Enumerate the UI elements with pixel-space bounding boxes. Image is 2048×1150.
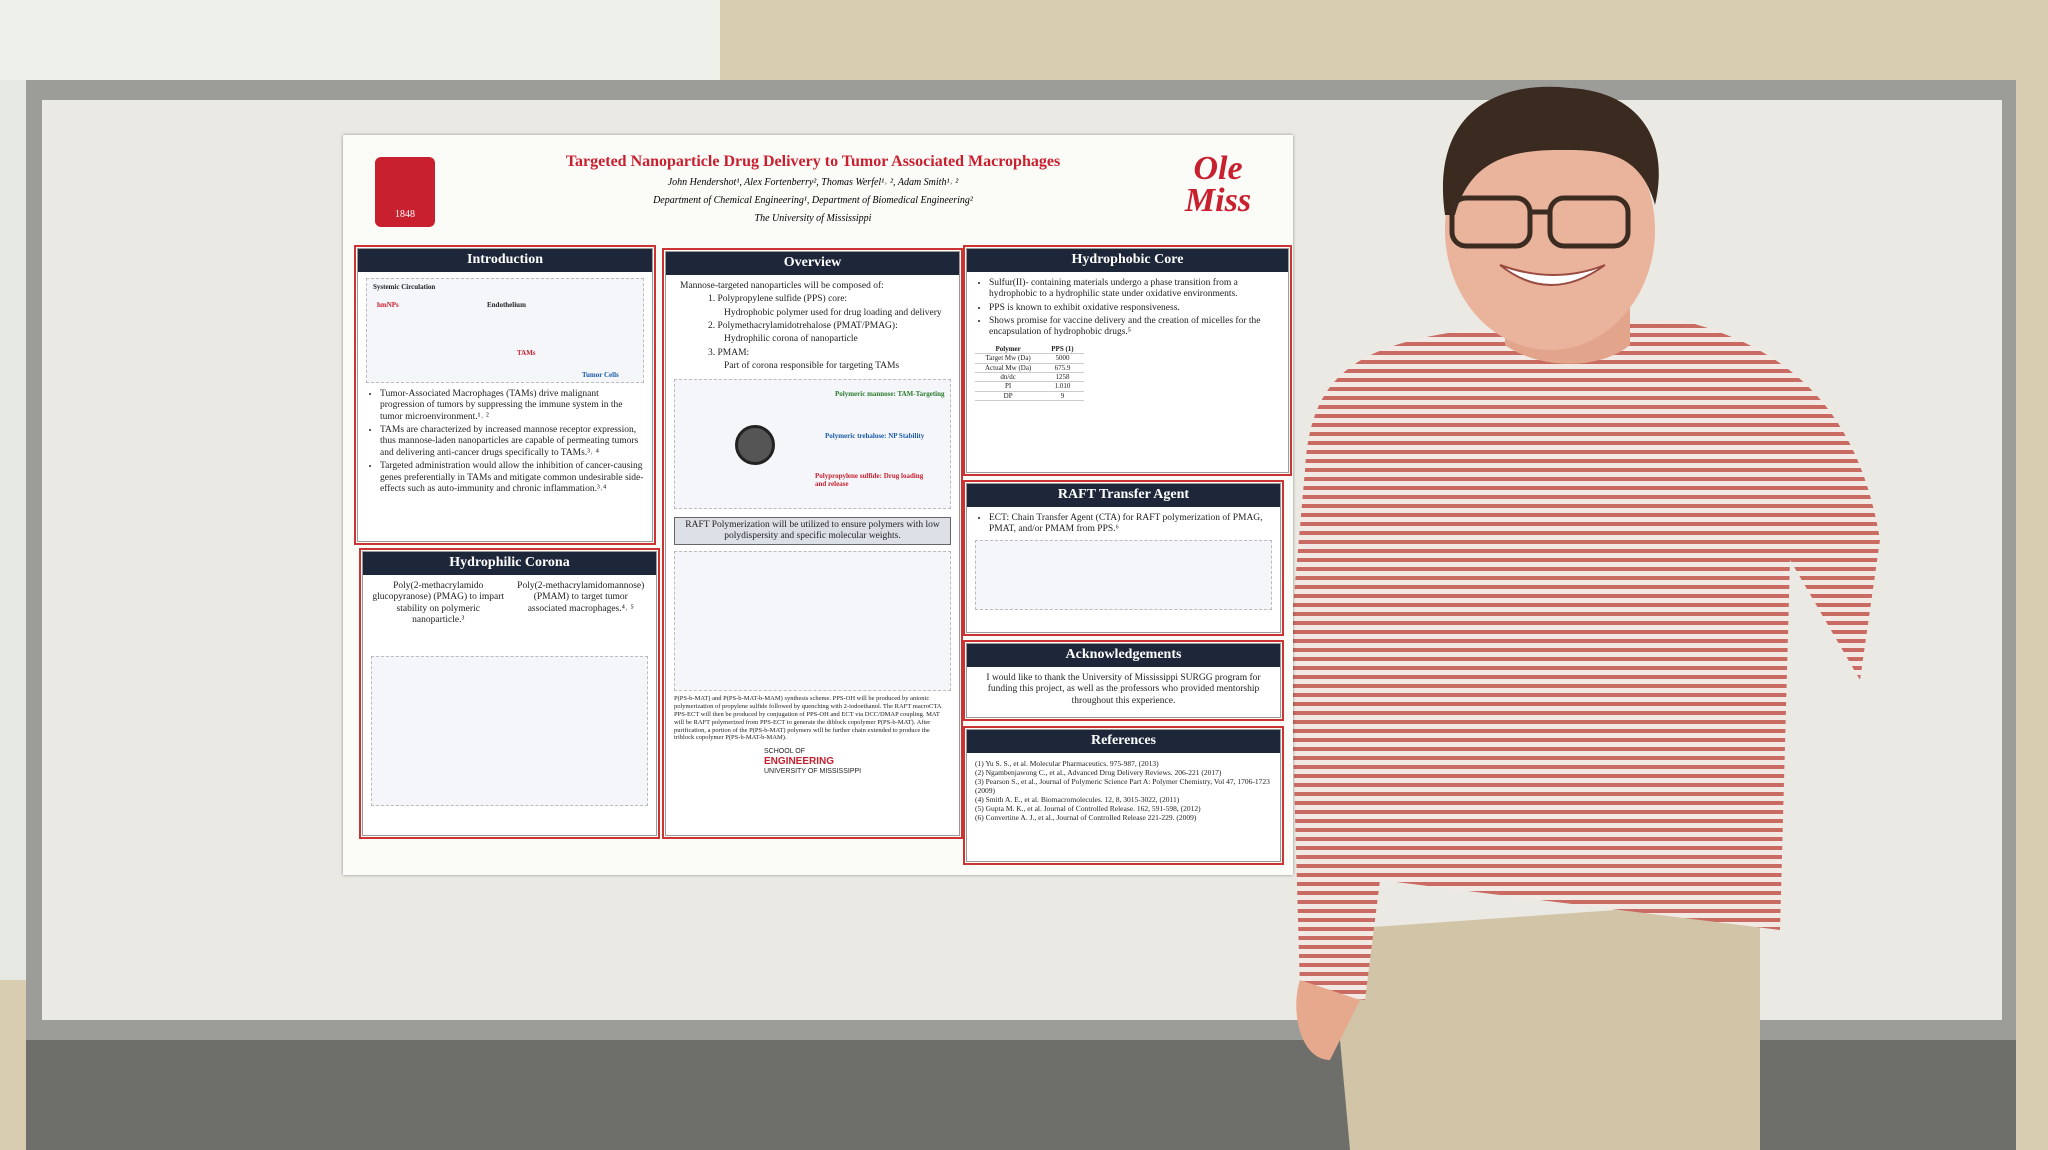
reference: (1) Yu S. S., et al. Molecular Pharmaceu… [975,758,1159,768]
figure-label: Endothelium [487,300,526,309]
figure-label: Polypropylene sulfide: Drug loading and … [815,471,924,488]
nanoparticle-core [735,424,775,465]
section-heading: Overview [666,252,959,275]
table-cell: PI [975,381,1042,392]
figure-label: Polymeric trehalose: NP Stability [825,431,925,440]
references-box: References (1) Yu S. S., et al. Molecula… [963,726,1284,865]
shirt [1290,320,1880,1000]
hair [1442,86,1659,215]
bullet: Sulfur(II)- containing materials undergo… [989,278,1280,301]
polymer-table: Polymer PPS (1) Target Mw (Da) 5000 Actual M… [975,344,1084,402]
table-cell: DP [975,391,1042,402]
section-heading: Hydrophilic Corona [363,552,656,575]
school-logo: ENGINEERING [764,756,835,768]
table-cell: Target Mw (Da) [975,353,1042,364]
overview-item: Part of corona responsible for targeting… [724,361,900,372]
overview-item: Hydrophilic corona of nanoparticle [724,334,858,345]
hydrophilic-box: Hydrophilic Corona Poly(2-methacrylamido… [359,548,660,839]
overview-box: Overview Mannose-targeted nanoparticles … [662,248,963,839]
table-cell: 5000 [1041,353,1084,364]
trousers [1330,900,1760,1150]
section-heading: RAFT Transfer Agent [967,484,1280,507]
bullet: Tumor-Associated Macrophages (TAMs) driv… [380,389,644,423]
pmag-text: Poly(2-methacrylamido glucopyranose) (PM… [372,580,505,625]
affiliation: Department of Chemical Engineering¹, Dep… [653,195,973,206]
hydrophobic-box: Hydrophobic Core Sulfur(II)- containing … [963,245,1292,476]
person [1290,86,1880,1150]
reference: (6) Convertine A. J., et al., Journal of… [975,812,1197,822]
table-row: PI 1.010 [975,381,1084,392]
university: The University of Mississippi [754,213,872,224]
figure-label: Systemic Circulation [373,282,436,291]
overview-item: Mannose-targeted nanoparticles will be c… [680,280,884,291]
bullet: PPS is known to exhibit oxidative respon… [989,303,1280,314]
overview-list: Mannose-targeted nanoparticles will be c… [674,281,951,373]
ole-miss-logo: Ole Miss [1184,150,1252,220]
figure-label: TAMs [517,348,536,357]
window-side [0,80,30,980]
figure-label: Tumor Cells [582,370,619,379]
bullet: ECT: Chain Transfer Agent (CTA) for RAFT… [989,513,1272,536]
raft-note: RAFT Polymerization will be utilized to … [674,516,951,546]
poster-title: Targeted Nanoparticle Drug Delivery to T… [565,153,1061,170]
synthesis-scheme [674,551,951,692]
nanoparticle-figure: Polymeric mannose: TAM-Targeting Polymeri… [674,378,951,509]
acknowledgements-box: Acknowledgements I would like to thank t… [963,640,1284,721]
reference-list: (1) Yu S. S., et al. Molecular Pharmaceu… [975,759,1272,822]
figure-label: hmNPs [377,300,399,309]
table-row: Target Mw (Da) 5000 [975,353,1084,364]
reference: (2) Ngambenjawong C., et al., Advanced D… [975,767,1222,777]
overview-item: 2. Polymethacrylamidotrehalose (PMAT/PMA… [708,320,898,331]
introduction-box: Introduction Systemic Circulation hmNPs En… [354,245,656,545]
table-cell: PPS (1) [1041,344,1084,355]
overview-item: Hydrophobic polymer used for drug loadin… [724,307,942,318]
school-logo: UNIVERSITY OF MISSISSIPPI [764,768,862,776]
section-heading: Introduction [358,249,652,272]
window [0,0,720,80]
poster: 1848 Targeted Nanoparticle Drug Delivery… [343,135,1293,875]
smile [1499,264,1606,286]
table-row: Actual Mw (Da) 675.9 [975,363,1084,373]
section-heading: Hydrophobic Core [967,249,1288,272]
table-cell: 9 [1041,391,1084,402]
logo-seal: 1848 [375,157,435,227]
ect-spectrum [975,539,1272,610]
section-heading: References [967,730,1280,753]
nmr-spectrum [371,656,648,807]
tumor-figure: Systemic Circulation hmNPs Endothelium TAMs… [366,277,644,383]
school-logo: SCHOOL OF [764,748,805,756]
reference: (4) Smith A. E., et al. Biomacromolecule… [975,794,1180,804]
reference: (3) Pearson S., et al., Journal of Polym… [975,776,1270,795]
bullet: Shows promise for vaccine delivery and t… [989,316,1280,339]
table-row: Polymer PPS (1) [975,344,1084,355]
bullet-list: Sulfur(II)- containing materials undergo… [975,278,1280,339]
bullet: TAMs are characterized by increased mann… [380,425,644,459]
table-row: DP 9 [975,391,1084,402]
table-cell: dn/dc [975,372,1042,383]
scheme-caption: P(PS-b-MAT) and P(PS-b-MAT-b-MAM) synthe… [674,695,942,742]
acknowledgement-text: I would like to thank the University of … [986,672,1261,706]
pmam-text: Poly(2-methacrylamidomannose) (PMAM) to … [517,580,645,614]
overview-item: 3. PMAM: [708,347,750,358]
bullet: Targeted administration would allow the … [380,461,644,495]
table-cell: 1258 [1041,372,1084,383]
figure-label: Polymeric mannose: TAM-Targeting [835,389,945,398]
reference: (5) Gupta M. K., et al. Journal of Contr… [975,803,1201,813]
hand [1296,980,1360,1060]
table-cell: Polymer [975,344,1042,355]
section-heading: Acknowledgements [967,644,1280,667]
table-cell: Actual Mw (Da) [975,363,1042,373]
table-cell: 1.010 [1041,381,1084,392]
glasses [1449,195,1631,249]
overview-item: 1. Polypropylene sulfide (PPS) core: [708,294,848,305]
table-row: dn/dc 1258 [975,372,1084,383]
raft-box: RAFT Transfer Agent ECT: Chain Transfer … [963,480,1284,636]
authors: John Hendershot¹, Alex Fortenberry², Tho… [667,177,959,188]
bullet-list: Tumor-Associated Macrophages (TAMs) driv… [366,389,644,496]
table-cell: 675.9 [1041,363,1084,373]
